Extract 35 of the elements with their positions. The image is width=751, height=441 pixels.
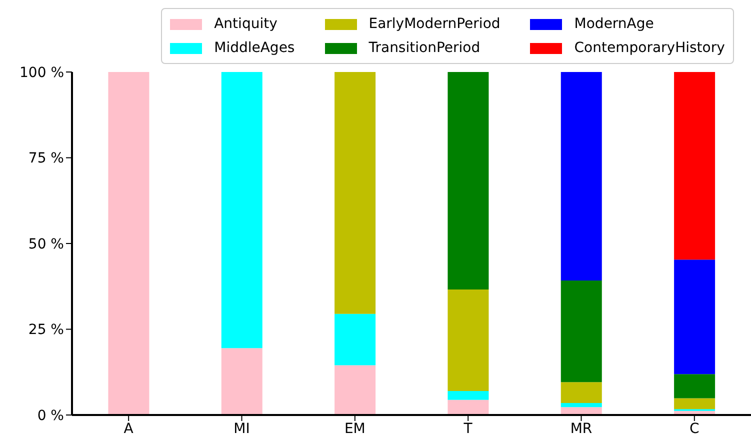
y-tick-label: 100 % <box>20 64 64 81</box>
x-tick-label: MR <box>570 420 592 437</box>
bar <box>448 400 489 415</box>
bar <box>108 72 150 415</box>
bar <box>448 289 489 391</box>
legend-label: EarlyModernPeriod <box>368 16 500 32</box>
y-tick-label: 25 % <box>28 322 64 338</box>
legend-label: MiddleAges <box>214 40 295 56</box>
bar <box>334 72 376 314</box>
bar <box>560 72 602 281</box>
bar <box>334 314 376 366</box>
legend-label: TransitionPeriod <box>368 40 480 56</box>
bar <box>560 280 602 382</box>
x-tick-label: A <box>124 420 134 437</box>
bar <box>334 365 376 415</box>
bar <box>674 398 716 410</box>
bar <box>674 72 716 260</box>
bar <box>221 72 262 348</box>
y-tick-label: 50 % <box>28 236 64 252</box>
y-tick-label: 0 % <box>37 408 64 424</box>
bar <box>674 374 716 398</box>
x-tick-label: MI <box>234 420 250 437</box>
legend-label: ContemporaryHistory <box>574 40 725 56</box>
bar <box>221 348 262 415</box>
bar <box>674 260 716 374</box>
x-tick-label: EM <box>344 420 366 437</box>
bar <box>560 402 602 408</box>
bar <box>448 72 489 290</box>
x-tick-label: T <box>462 420 473 437</box>
legend-label: ModernAge <box>574 16 654 32</box>
bar <box>448 390 489 400</box>
y-tick-label: 75 % <box>28 150 64 167</box>
bar <box>560 382 602 403</box>
legend-label: Antiquity <box>214 16 278 32</box>
x-tick-label: C <box>690 420 700 437</box>
